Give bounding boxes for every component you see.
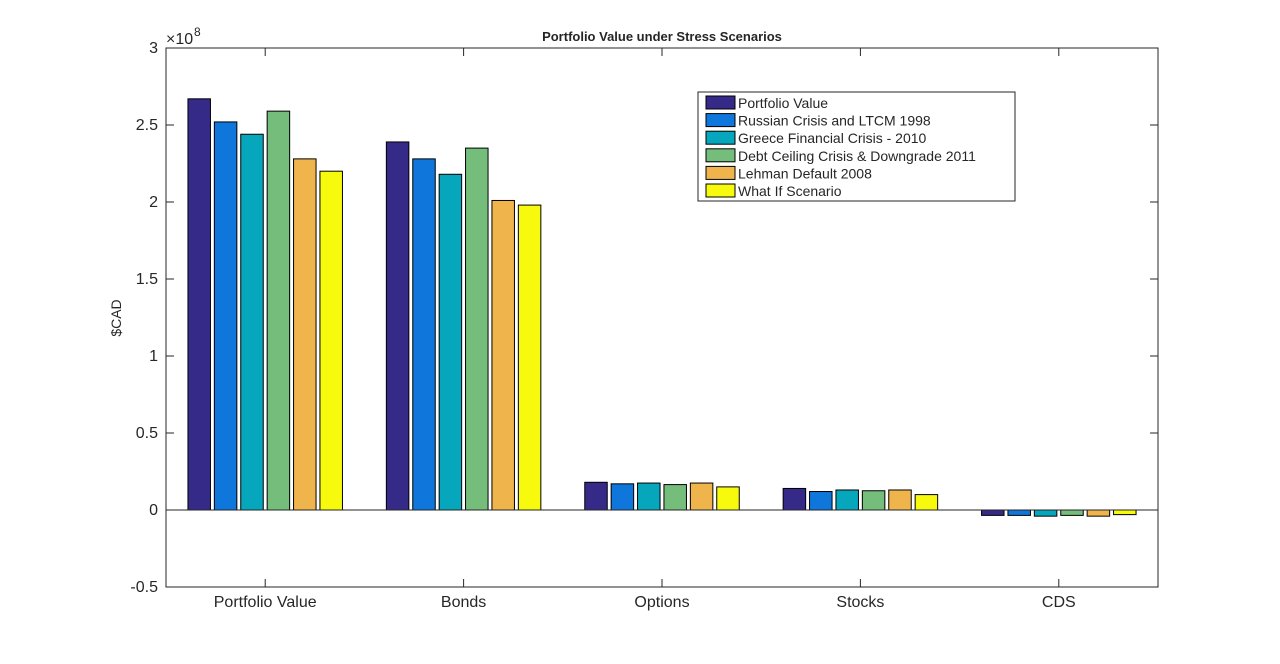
bar <box>584 481 608 511</box>
bar <box>438 173 463 511</box>
bar <box>716 486 740 511</box>
bar <box>981 509 1005 516</box>
legend-swatch <box>705 95 736 110</box>
bar <box>187 98 211 511</box>
chart-title: Portfolio Value under Stress Scenarios <box>542 29 782 44</box>
y-tick-label: 1.5 <box>136 271 158 288</box>
bar <box>689 482 714 511</box>
bar <box>412 158 436 511</box>
legend-items: Portfolio Value Russian Crisis and LTCM 1… <box>705 95 976 199</box>
bar <box>610 483 635 511</box>
bar <box>213 121 238 511</box>
bar <box>1113 509 1137 516</box>
legend-swatch <box>705 183 736 198</box>
bar <box>465 147 489 511</box>
bar <box>1033 509 1058 517</box>
bar <box>266 110 291 511</box>
bar <box>1007 509 1031 516</box>
legend-label: Russian Crisis and LTCM 1998 <box>738 113 931 129</box>
bars-layer <box>187 98 1137 517</box>
legend-swatch <box>705 113 736 128</box>
x-tick-label: Stocks <box>836 594 884 611</box>
bar <box>835 489 859 511</box>
legend-swatch <box>705 148 736 163</box>
y-tick-label: 1 <box>149 348 158 365</box>
bar <box>1060 509 1084 516</box>
x-tick-label: Bonds <box>441 594 486 611</box>
bar <box>491 199 515 511</box>
bar <box>782 487 807 511</box>
ticks-layer: -0.5 0 0.5 1 1.5 2 2.5 3 Portfolio Value Bonds Opt… <box>130 40 1158 611</box>
y-tick-label: 0.5 <box>136 425 158 442</box>
x-tick-label: CDS <box>1042 594 1076 611</box>
bar <box>319 170 343 511</box>
bar <box>809 491 833 511</box>
legend-label: Lehman Default 2008 <box>738 165 872 181</box>
y-tick-label: 2.5 <box>136 117 158 134</box>
bar <box>1086 509 1111 517</box>
legend-box <box>697 91 1016 202</box>
bar <box>240 133 264 511</box>
bar <box>637 482 661 511</box>
y-exponent-base: ×10 <box>166 31 193 48</box>
legend-label: What If Scenario <box>738 183 842 199</box>
x-tick-label: Options <box>634 594 689 611</box>
bar <box>914 494 939 511</box>
bar <box>293 158 317 511</box>
bar <box>888 489 912 511</box>
legend: Portfolio Value Russian Crisis and LTCM 1… <box>697 91 1016 202</box>
legend-label: Portfolio Value <box>738 95 828 111</box>
legend-swatch <box>705 130 736 145</box>
y-tick-label: 0 <box>149 502 158 519</box>
y-tick-label: 3 <box>149 40 158 57</box>
y-tick-label: 2 <box>149 194 158 211</box>
y-exponent-power: 8 <box>194 25 201 39</box>
legend-swatch <box>705 165 736 180</box>
legend-label: Greece Financial Crisis - 2010 <box>738 130 927 146</box>
y-tick-label: -0.5 <box>130 579 158 596</box>
bar <box>861 490 886 511</box>
y-axis-label: $CAD <box>108 299 124 336</box>
bar <box>517 204 542 511</box>
legend-label: Debt Ceiling Crisis & Downgrade 2011 <box>738 148 976 164</box>
bar <box>385 141 410 511</box>
x-tick-label: Portfolio Value <box>214 594 317 611</box>
bar <box>663 484 687 511</box>
